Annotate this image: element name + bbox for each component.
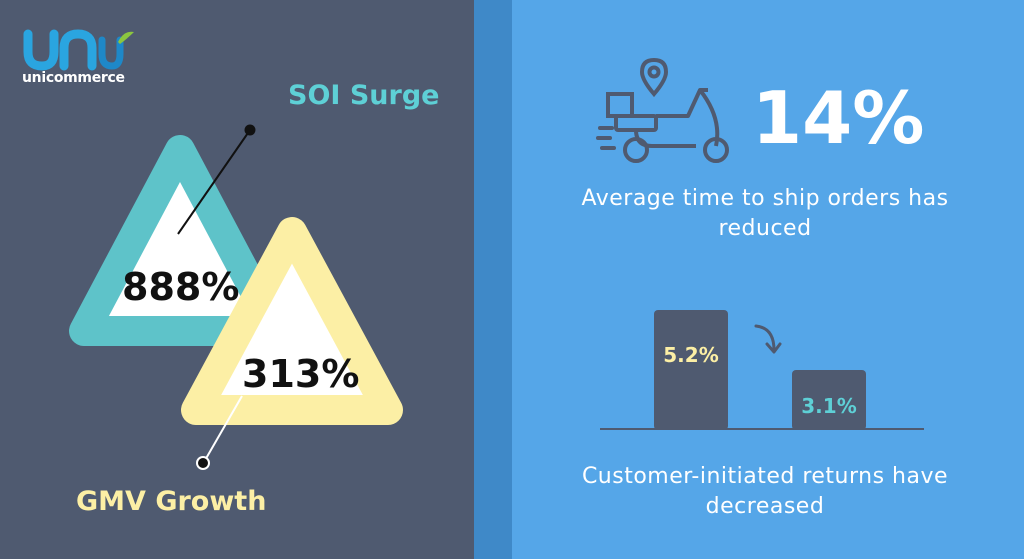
location-pin-icon (639, 58, 669, 98)
soi-connector-dot (244, 124, 256, 136)
soi-triangle (69, 135, 291, 346)
gmv-value: 313% (242, 352, 360, 396)
soi-label: SOI Surge (288, 80, 440, 111)
triangles-graphic (69, 124, 403, 470)
ship-time-caption: Average time to ship orders has reduced (581, 186, 949, 241)
returns-after-value: 3.1% (801, 394, 857, 418)
bars-baseline (600, 428, 924, 430)
brand-name: unicommerce (22, 70, 125, 86)
gmv-triangle (181, 217, 403, 425)
soi-value: 888% (122, 265, 240, 309)
unicommerce-logo-icon: unicommerce (20, 28, 140, 90)
returns-caption: Customer-initiated returns have decrease… (581, 464, 949, 519)
right-panel (512, 0, 1024, 559)
returns-after-bar (792, 370, 866, 430)
gmv-label: GMV Growth (76, 486, 267, 517)
gmv-connector-line (203, 395, 243, 463)
divider-strip (474, 0, 512, 559)
curved-arrow-down-icon (754, 324, 782, 354)
ship-time-value: 14% (752, 76, 925, 160)
returns-before-value: 5.2% (663, 343, 719, 367)
soi-connector-line (177, 129, 251, 235)
delivery-scooter-icon (596, 58, 729, 163)
returns-before-bar (654, 310, 728, 430)
gmv-connector-dot (196, 456, 210, 470)
